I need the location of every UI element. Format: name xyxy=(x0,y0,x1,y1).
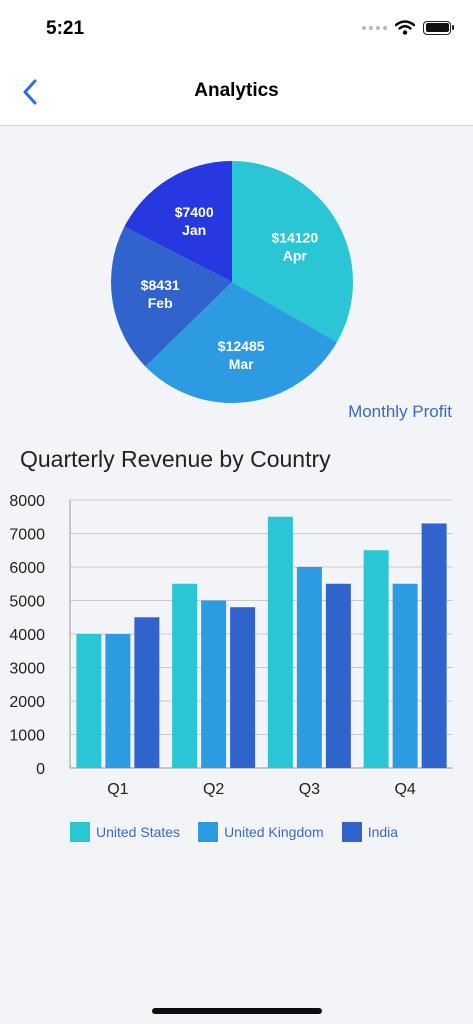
wifi-icon xyxy=(395,20,415,35)
y-tick-label: 7000 xyxy=(9,527,45,544)
legend-swatch xyxy=(70,822,90,842)
x-tick-label: Q4 xyxy=(394,781,415,798)
legend-item: United Kingdom xyxy=(198,822,324,842)
bar-q2-united-kingdom xyxy=(201,600,227,768)
pie-slice-jan xyxy=(124,161,232,282)
battery-icon xyxy=(423,20,454,35)
bar-q4-united-kingdom xyxy=(392,583,418,768)
pie-slice-value-label: $14120 xyxy=(271,230,318,246)
bar-q3-united-kingdom xyxy=(296,567,322,768)
navigation-bar: Analytics xyxy=(0,60,473,126)
pie-slice-month-label: Apr xyxy=(283,248,308,264)
bar-q1-united-kingdom xyxy=(105,634,131,768)
y-tick-label: 2000 xyxy=(9,694,45,711)
bar-chart-title: Quarterly Revenue by Country xyxy=(20,446,331,472)
bar-q4-india xyxy=(421,523,447,768)
pie-slice-value-label: $7400 xyxy=(175,204,214,220)
bar-chart: 0 1000 2000 3000 4000 5000 6000 7000 8000 Q1 Q2 Q3 Q… xyxy=(9,493,453,798)
bar-q3-india xyxy=(325,583,351,768)
pie-chart: $14120 Apr $12485 Mar $8431 Feb $7400 Jan Month… xyxy=(0,126,473,436)
legend-item: India xyxy=(341,822,399,842)
pie-slice-apr xyxy=(232,161,353,343)
status-icons xyxy=(362,20,454,35)
y-tick-label: 1000 xyxy=(9,728,45,745)
chevron-left-icon xyxy=(23,79,37,105)
x-tick-label: Q1 xyxy=(107,781,128,798)
pie-chart-caption: Monthly Profit xyxy=(348,402,452,421)
legend-label: United States xyxy=(96,824,181,840)
pie-slice-value-label: $8431 xyxy=(141,277,180,293)
pie-slice-mar xyxy=(145,282,338,403)
pie-slice-month-label: Jan xyxy=(182,222,206,238)
legend-item: United States xyxy=(70,822,180,842)
bar-q3-united-states xyxy=(267,516,293,768)
status-time: 5:21 xyxy=(46,18,85,39)
legend-label: United Kingdom xyxy=(224,824,324,840)
bar-q1-india xyxy=(134,617,160,768)
y-tick-label: 5000 xyxy=(9,594,45,611)
legend-label: India xyxy=(367,824,399,840)
y-tick-label: 6000 xyxy=(9,560,45,577)
x-tick-label: Q3 xyxy=(299,781,320,798)
home-indicator xyxy=(152,1008,322,1014)
pie-slice-month-label: Feb xyxy=(148,295,173,311)
y-tick-label: 8000 xyxy=(9,493,45,510)
back-button[interactable] xyxy=(12,74,48,110)
page-title: Analytics xyxy=(194,80,279,101)
pie-slice-month-label: Mar xyxy=(229,356,254,372)
pie-chart-svg: $14120 Apr $12485 Mar $8431 Feb $7400 Jan xyxy=(111,161,353,403)
bar-q4-united-states xyxy=(363,550,389,768)
y-tick-label: 3000 xyxy=(9,661,45,678)
bar-chart-legend: United States United Kingdom India xyxy=(70,822,398,842)
bar-q1-united-states xyxy=(76,634,102,768)
pie-slice-value-label: $12485 xyxy=(218,338,265,354)
pie-slice-feb xyxy=(111,226,232,367)
status-bar: 5:21 xyxy=(0,0,473,60)
legend-swatch xyxy=(198,822,219,842)
cellular-signal-icon xyxy=(362,25,387,30)
y-tick-label: 0 xyxy=(36,761,45,778)
bar-q2-united-states xyxy=(172,583,198,768)
x-tick-label: Q2 xyxy=(203,781,224,798)
legend-swatch xyxy=(341,822,362,842)
y-tick-label: 4000 xyxy=(9,627,45,644)
bar-q2-india xyxy=(230,607,256,768)
